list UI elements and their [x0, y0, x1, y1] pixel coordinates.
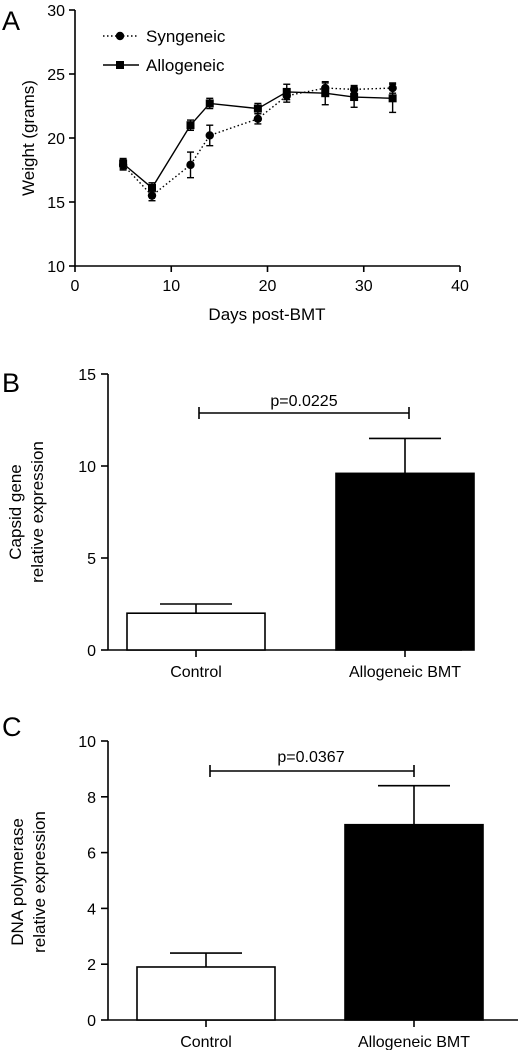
panel-a-y-tick-label: 30 [47, 3, 65, 20]
panel-c-y-tick-label: 6 [87, 846, 96, 863]
series-allogeneic-point [148, 183, 156, 192]
series-allogeneic-point [186, 121, 195, 130]
panel-a-y-tick-label: 25 [47, 67, 65, 84]
legend-allogeneic-label: Allogeneic [146, 56, 225, 75]
panel-b-x-tick-label: Allogeneic BMT [349, 664, 461, 681]
panel-c-content: 0 2 4 6 8 10 Control Allogeneic BMT [78, 734, 518, 1050]
panel-a-x-tick-label: 20 [259, 278, 277, 295]
panel-b-content: 0 5 10 15 Control Allogeneic BMT [78, 367, 475, 681]
panel-b-bar-chart: B Capsid gene relative expression 0 5 10 15… [2, 367, 475, 681]
panel-c-x-tick-label: Control [180, 1034, 232, 1050]
series-allogeneic-point [205, 99, 214, 108]
series-allogeneic-point [350, 93, 359, 102]
panel-a-x-tick-label: 0 [71, 278, 80, 295]
panel-a-x-tick-label: 10 [162, 278, 180, 295]
panel-c-bar-chart: C DNA polymerase relative expression 0 2 4… [2, 712, 518, 1050]
panel-b-bar [126, 612, 266, 651]
panel-c-bar [344, 823, 484, 1021]
panel-letter-a: A [2, 6, 20, 36]
series-syngeneic-point [205, 131, 214, 140]
panel-b-y-axis-title-line-1: Capsid gene [6, 464, 25, 559]
panel-c-y-tick-label: 0 [87, 1013, 96, 1030]
panel-letter-c: C [2, 712, 22, 742]
panel-b-p-value: p=0.0225 [270, 393, 337, 410]
panel-a-y-tick-label: 10 [47, 259, 65, 276]
panel-b-y-tick-label: 5 [87, 551, 96, 568]
panel-b-y-axis-title-line-2: relative expression [28, 441, 47, 583]
panel-b-x-tick-label: Control [170, 664, 222, 681]
panel-a-legend: Syngeneic Allogeneic [103, 27, 226, 75]
panel-c-p-value: p=0.0367 [277, 749, 344, 766]
series-allogeneic-point [282, 87, 291, 96]
series-syngeneic-point [253, 114, 263, 124]
series-allogeneic-point [321, 89, 330, 98]
series-allogeneic-point [119, 159, 128, 168]
panel-letter-b: B [2, 368, 20, 398]
panel-c-y-tick-label: 10 [78, 734, 96, 751]
panel-a-y-tick-label: 20 [47, 131, 65, 148]
panel-c-y-axis-title-line-2: relative expression [30, 811, 49, 953]
panel-c-y-axis-title-line-1: DNA polymerase [8, 818, 27, 946]
panel-a-x-tick-label: 30 [355, 278, 373, 295]
series-syngeneic-point [186, 160, 195, 170]
panel-a-y-tick-label: 15 [47, 195, 65, 212]
panel-a-series [118, 80, 397, 202]
panel-c-y-tick-label: 8 [87, 790, 96, 807]
panel-c-y-tick-label: 2 [87, 957, 96, 974]
series-syngeneic-line [122, 87, 393, 197]
panel-c-x-tick-label: Allogeneic BMT [358, 1034, 470, 1050]
panel-b-bar [335, 472, 475, 651]
legend-syngeneic-label: Syngeneic [146, 27, 226, 46]
panel-a-line-chart: A Weight (grams) Days post-BMT 10 15 20 25 3… [2, 3, 469, 324]
panel-b-y-tick-label: 10 [78, 459, 96, 476]
panel-a-y-axis-title: Weight (grams) [19, 80, 38, 196]
panel-a-x-tick-label: 40 [451, 278, 469, 295]
panel-c-y-tick-label: 4 [87, 901, 96, 918]
panel-b-y-tick-label: 0 [87, 643, 96, 660]
legend-allogeneic-marker [116, 61, 124, 69]
series-allogeneic-point [388, 94, 397, 103]
panel-c-bar [136, 966, 276, 1021]
panel-a-x-axis-title: Days post-BMT [208, 305, 325, 324]
panel-a-ticks: 10 15 20 25 30 0 10 20 30 40 [47, 3, 469, 295]
series-allogeneic-point [253, 104, 262, 113]
panel-b-y-tick-label: 15 [78, 367, 96, 384]
legend-syngeneic-marker [115, 31, 125, 41]
